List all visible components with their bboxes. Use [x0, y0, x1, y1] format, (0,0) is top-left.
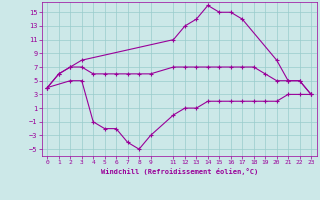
X-axis label: Windchill (Refroidissement éolien,°C): Windchill (Refroidissement éolien,°C) — [100, 168, 258, 175]
